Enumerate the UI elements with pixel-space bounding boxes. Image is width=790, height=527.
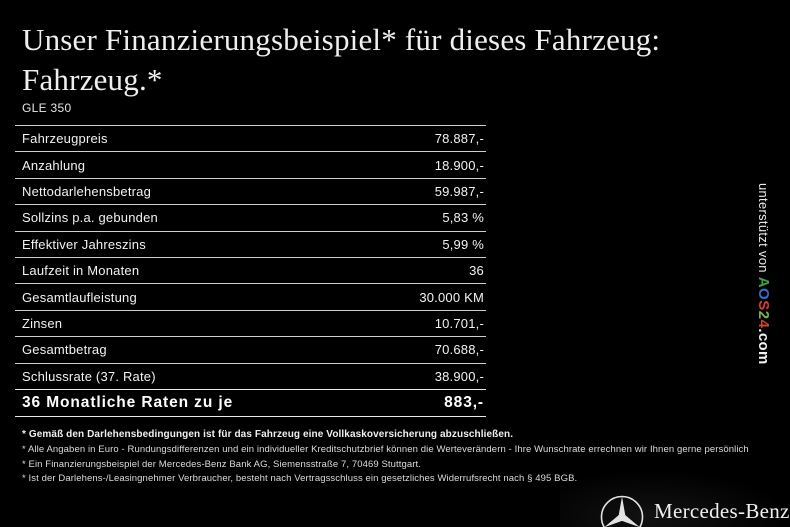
- aos24-logo-letter: 2: [755, 310, 772, 320]
- footnote-line: * Ein Finanzierungsbeispiel der Mercedes…: [22, 458, 422, 470]
- table-row: Fahrzeugpreis 78.887,-: [15, 125, 486, 151]
- row-value: 10.701,-: [434, 315, 484, 331]
- table-row: Nettodarlehensbetrag 59.987,-: [15, 177, 486, 204]
- row-label: Schlussrate (37. Rate): [22, 368, 156, 384]
- financing-table: Fahrzeugpreis 78.887,- Anzahlung 18.900,…: [15, 125, 486, 417]
- row-value: 5,99 %: [442, 236, 484, 252]
- row-label: Effektiver Jahreszins: [22, 236, 146, 252]
- table-row: Anzahlung 18.900,-: [15, 151, 486, 177]
- summary-label: 36 Monatliche Raten zu je: [22, 393, 234, 411]
- footnotes: * Gemäß den Darlehensbedingungen ist für…: [22, 428, 772, 487]
- row-value: 59.987,-: [434, 183, 484, 199]
- row-label: Fahrzeugpreis: [22, 131, 108, 147]
- row-label: Gesamtlaufleistung: [22, 289, 137, 305]
- aos24-logo-letter: O: [755, 288, 772, 301]
- row-label: Anzahlung: [22, 157, 86, 173]
- monthly-rate-summary-row: 36 Monatliche Raten zu je 883,-: [15, 388, 486, 417]
- footnote-line: * Gemäß den Darlehensbedingungen ist für…: [22, 429, 514, 440]
- row-value: 30.000 KM: [419, 289, 484, 305]
- table-row: Gesamtlaufleistung 30.000 KM: [15, 283, 486, 309]
- table-row: Gesamtbetrag 70.688,-: [15, 336, 486, 362]
- table-row: Zinsen 10.701,-: [15, 309, 486, 336]
- row-label: Sollzins p.a. gebunden: [22, 210, 158, 226]
- table-row: Laufzeit in Monaten 36: [15, 256, 486, 283]
- summary-value: 883,-: [444, 393, 484, 411]
- row-label: Nettodarlehensbetrag: [22, 183, 152, 199]
- page-title: Unser Finanzierungsbeispiel* für dieses …: [22, 20, 660, 100]
- footnote-line: * Ist der Darlehens-/Leasingnehmer Verbr…: [22, 473, 578, 485]
- supported-by-watermark: unterstützt von AOS24.com: [750, 183, 772, 403]
- table-row: Sollzins p.a. gebunden 5,83 %: [15, 204, 486, 230]
- row-label: Laufzeit in Monaten: [22, 263, 140, 279]
- row-value: 78.887,-: [434, 131, 484, 147]
- row-value: 36: [469, 263, 484, 279]
- mercedes-star-icon: [600, 495, 644, 527]
- aos24-domain-suffix: .com: [755, 328, 772, 365]
- table-row: Schlussrate (37. Rate) 38.900,-: [15, 362, 486, 389]
- row-value: 38.900,-: [434, 368, 484, 384]
- footnote-line: * Alle Angaben in Euro - Rundungsdiffere…: [22, 443, 749, 455]
- row-value: 70.688,-: [434, 342, 484, 358]
- row-value: 18.900,-: [434, 157, 484, 173]
- row-value: 5,83 %: [442, 210, 484, 226]
- aos24-logo-letter: A: [755, 276, 772, 289]
- table-row: Effektiver Jahreszins 5,99 %: [15, 230, 486, 257]
- page-title-line2: Fahrzeug.*: [22, 62, 163, 97]
- row-label: Zinsen: [22, 315, 63, 331]
- row-label: Gesamtbetrag: [22, 342, 107, 358]
- vehicle-model-label: GLE 350: [22, 101, 72, 115]
- mercedes-benz-wordmark: Mercedes-Benz: [654, 499, 790, 523]
- aos24-logo-letter: S: [755, 300, 772, 311]
- supported-by-text: unterstützt von: [756, 183, 771, 277]
- page-title-line1: Unser Finanzierungsbeispiel* für dieses …: [22, 22, 661, 57]
